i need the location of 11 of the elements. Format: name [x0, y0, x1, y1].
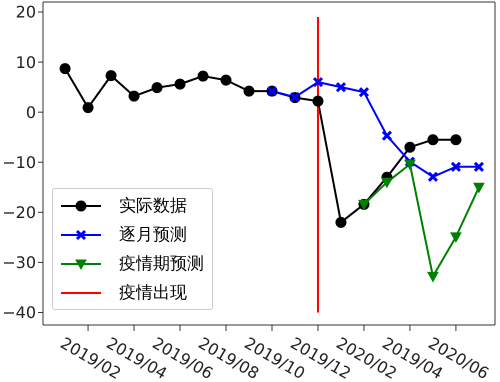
- y-tick-label: −40: [2, 303, 36, 322]
- y-tick-label: −30: [2, 253, 36, 272]
- y-tick-label: −10: [2, 152, 36, 172]
- legend-label: 逐月预测: [119, 224, 187, 246]
- y-tick-label: 10: [16, 52, 36, 72]
- legend-label: 疫情期预测: [119, 253, 204, 275]
- y-tick-label: 20: [16, 2, 36, 22]
- legend-label: 实际数据: [119, 195, 187, 217]
- y-tick-label: −20: [2, 203, 36, 222]
- y-tick-label: 0: [26, 102, 36, 122]
- legend-label: 疫情出现: [119, 282, 187, 304]
